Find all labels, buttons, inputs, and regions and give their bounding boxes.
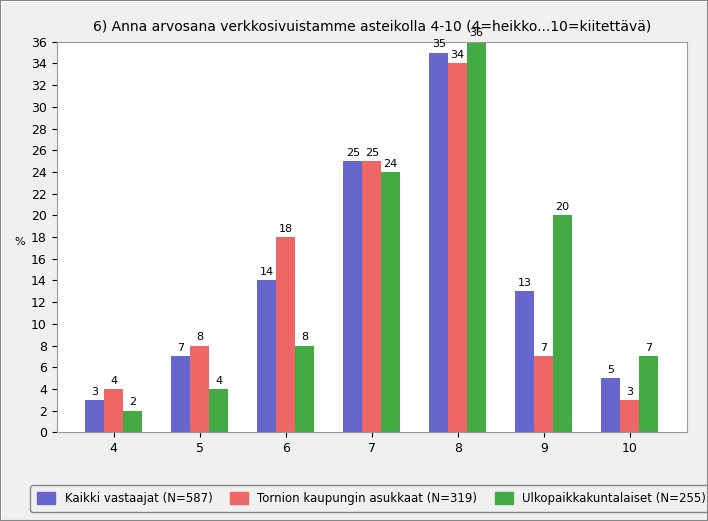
Bar: [295, 345, 314, 432]
Bar: [429, 53, 448, 432]
Bar: [362, 161, 381, 432]
Text: 5: 5: [607, 365, 615, 375]
Title: 6) Anna arvosana verkkosivuistamme asteikolla 4-10 (4=heikko...10=kiitettävä): 6) Anna arvosana verkkosivuistamme astei…: [93, 20, 651, 33]
Text: 7: 7: [645, 343, 652, 353]
Text: 14: 14: [260, 267, 274, 277]
Text: 3: 3: [627, 387, 633, 396]
Bar: [601, 378, 620, 432]
Bar: [553, 215, 572, 432]
Bar: [639, 356, 658, 432]
Text: 4: 4: [215, 376, 222, 386]
Bar: [467, 42, 486, 432]
Bar: [381, 172, 400, 432]
Text: 18: 18: [279, 224, 292, 234]
Y-axis label: %: %: [15, 237, 25, 247]
Bar: [85, 400, 104, 432]
Bar: [190, 345, 209, 432]
Text: 4: 4: [110, 376, 118, 386]
Bar: [257, 280, 276, 432]
Text: 24: 24: [384, 159, 398, 169]
Text: 8: 8: [301, 332, 308, 342]
Text: 8: 8: [196, 332, 203, 342]
Bar: [209, 389, 228, 432]
Text: 13: 13: [518, 278, 532, 288]
Text: 7: 7: [177, 343, 184, 353]
Bar: [535, 356, 553, 432]
Text: 25: 25: [365, 148, 379, 158]
Bar: [343, 161, 362, 432]
Text: 34: 34: [451, 50, 464, 60]
Bar: [104, 389, 123, 432]
Bar: [515, 291, 535, 432]
Bar: [171, 356, 190, 432]
Bar: [448, 64, 467, 432]
Text: 7: 7: [540, 343, 547, 353]
Bar: [620, 400, 639, 432]
Text: 2: 2: [129, 398, 136, 407]
Text: 36: 36: [469, 29, 484, 39]
Text: 25: 25: [346, 148, 360, 158]
Bar: [123, 411, 142, 432]
Legend: Kaikki vastaajat (N=587), Tornion kaupungin asukkaat (N=319), Ulkopaikkakuntalai: Kaikki vastaajat (N=587), Tornion kaupun…: [30, 485, 708, 513]
Text: 35: 35: [432, 39, 446, 49]
Text: 3: 3: [91, 387, 98, 396]
Bar: [276, 237, 295, 432]
Text: 20: 20: [556, 202, 570, 212]
